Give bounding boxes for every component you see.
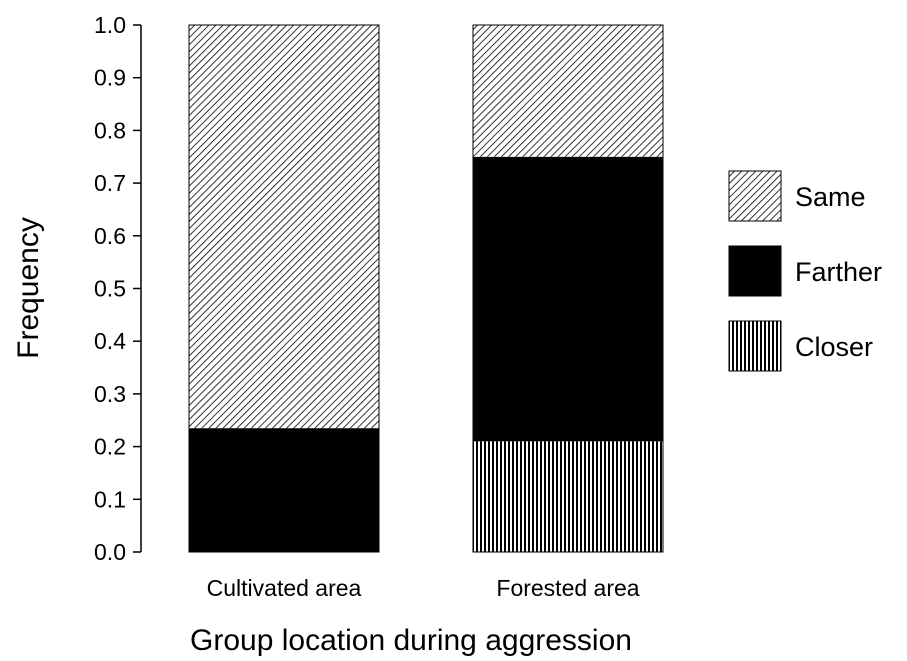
y-tick-label: 0.9 [94, 65, 126, 91]
bar-closer-2 [473, 441, 663, 552]
x-tick-label: Cultivated area [207, 575, 362, 601]
legend-swatch-closer [728, 320, 782, 372]
x-tick-label: Forested area [496, 575, 639, 601]
y-tick-label: 0.5 [94, 276, 126, 302]
bar-outline-1 [188, 24, 380, 553]
bar-same-1 [189, 25, 379, 429]
y-tick-label: 0.4 [94, 328, 126, 354]
bar-same-2 [473, 25, 663, 157]
y-tick-label: 0.3 [94, 381, 126, 407]
bar-farther-1 [189, 428, 379, 552]
legend-label-same: Same [795, 182, 866, 212]
y-tick-label: 0.8 [94, 117, 126, 143]
x-labels: Cultivated area Forested area [207, 575, 640, 601]
x-axis-title: Group location during aggression [190, 624, 632, 657]
bar-outline-2 [472, 24, 664, 553]
legend: Same Farther Closer [728, 170, 882, 372]
legend-label-farther: Farther [795, 257, 882, 287]
y-ticks: 0.0 0.1 0.2 0.3 0.4 0.5 0.6 0.7 0.8 0.9 1.0 [94, 12, 141, 565]
legend-swatch-same [728, 170, 782, 222]
legend-label-closer: Closer [795, 332, 873, 362]
y-tick-label: 0.1 [94, 486, 126, 512]
y-tick-label: 0.0 [94, 539, 126, 565]
legend-swatch-farther [728, 245, 782, 297]
y-tick-label: 0.2 [94, 434, 126, 460]
y-tick-label: 0.7 [94, 170, 126, 196]
y-axis-title: Frequency [12, 217, 45, 359]
y-tick-label: 0.6 [94, 223, 126, 249]
y-tick-label: 1.0 [94, 12, 126, 38]
bar-farther-2 [473, 156, 663, 442]
bars [188, 24, 664, 553]
